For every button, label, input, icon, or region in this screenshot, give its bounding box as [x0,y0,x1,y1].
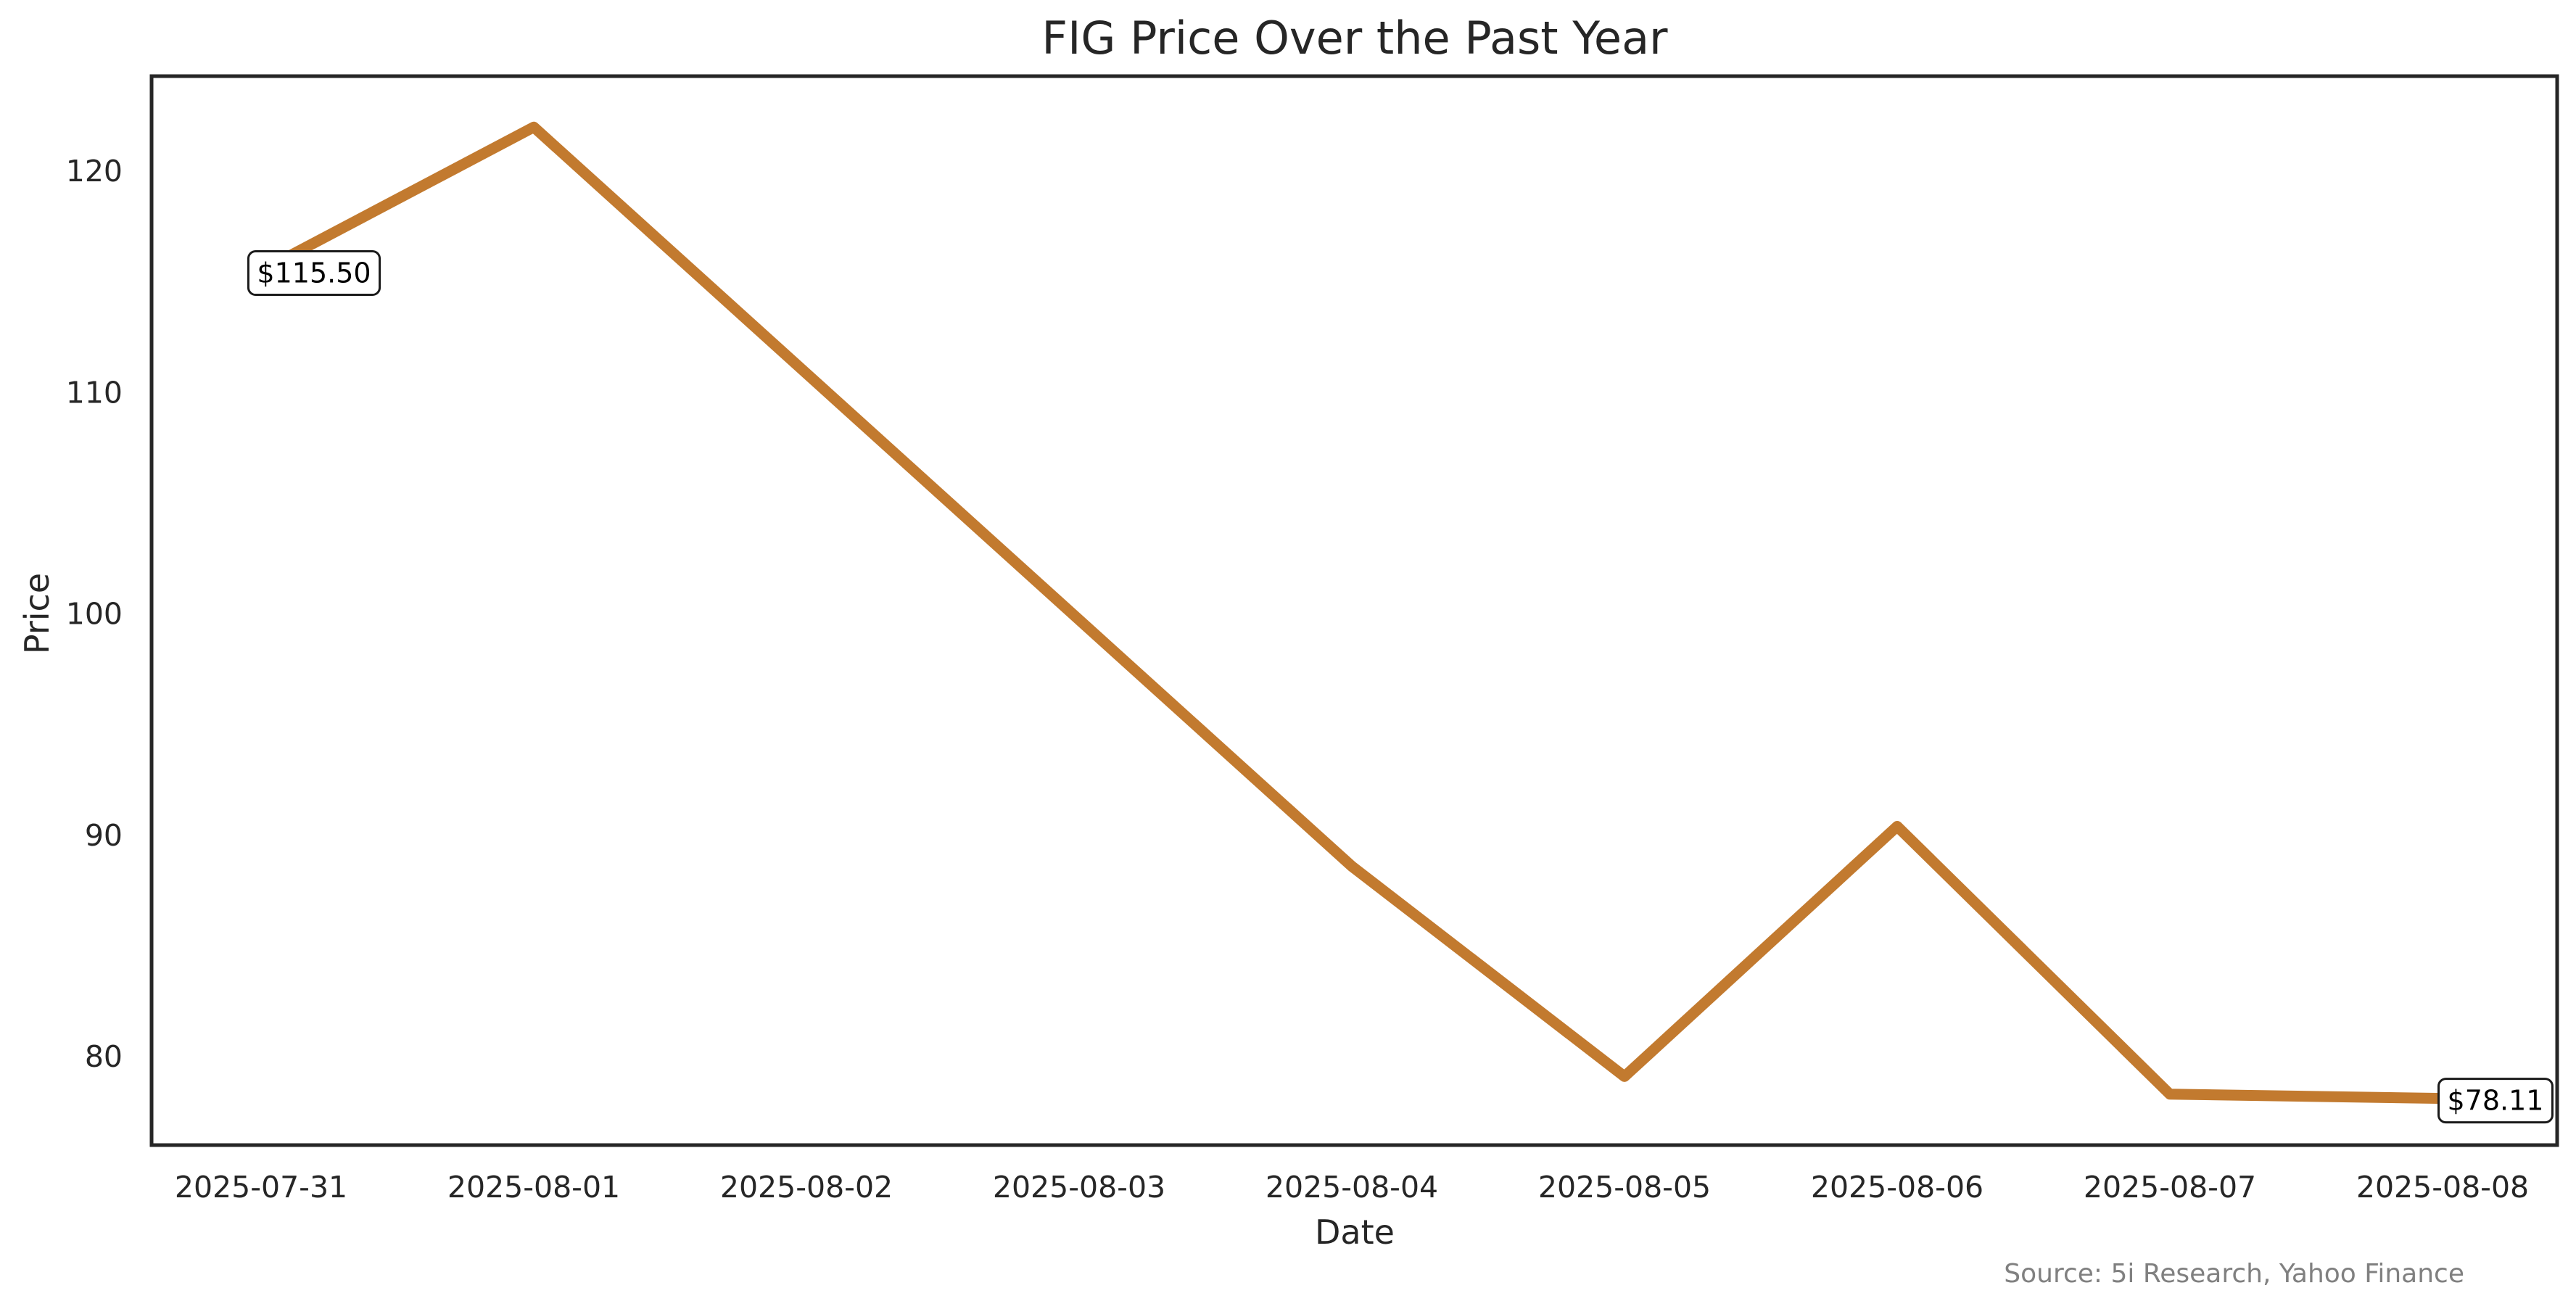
x-axis-label: Date [1315,1213,1395,1252]
x-tick-label: 2025-08-08 [2356,1170,2529,1205]
x-tick-label: 2025-08-03 [993,1170,1165,1205]
y-axis-ticks: 80 90 100 110 120 [66,154,123,1074]
y-tick-label: 120 [66,154,123,189]
x-tick-label: 2025-08-01 [447,1170,620,1205]
y-axis-label: Price [17,573,57,654]
price-annotation: $78.11 [2437,1078,2554,1124]
y-tick-label: 110 [66,375,123,410]
y-tick-label: 100 [66,597,123,632]
x-tick-label: 2025-08-02 [720,1170,893,1205]
x-tick-label: 2025-08-05 [1538,1170,1711,1205]
x-tick-label: 2025-07-31 [175,1170,347,1205]
x-tick-label: 2025-08-06 [1811,1170,1983,1205]
x-tick-label: 2025-08-07 [2084,1170,2256,1205]
annotation-box [247,250,381,297]
annotation-box [2437,1078,2554,1124]
plot-area [258,121,2443,1104]
x-axis-ticks: 2025-07-31 2025-08-01 2025-08-02 2025-08-03… [175,1170,2529,1205]
annotations: $115.50 $78.11 [247,250,2554,1124]
plot-frame [149,74,2559,1147]
annotation-label: $78.11 [2448,1085,2544,1117]
price-series-line [258,121,2443,1104]
y-tick-label: 90 [85,818,123,853]
price-annotation: $115.50 [247,250,381,297]
source-note: Source: 5i Research, Yahoo Finance [2004,1259,2464,1289]
chart-title: FIG Price Over the Past Year [1041,12,1668,65]
annotation-label: $115.50 [257,257,371,289]
x-tick-label: 2025-08-04 [1266,1170,1438,1205]
y-tick-label: 80 [85,1039,123,1074]
